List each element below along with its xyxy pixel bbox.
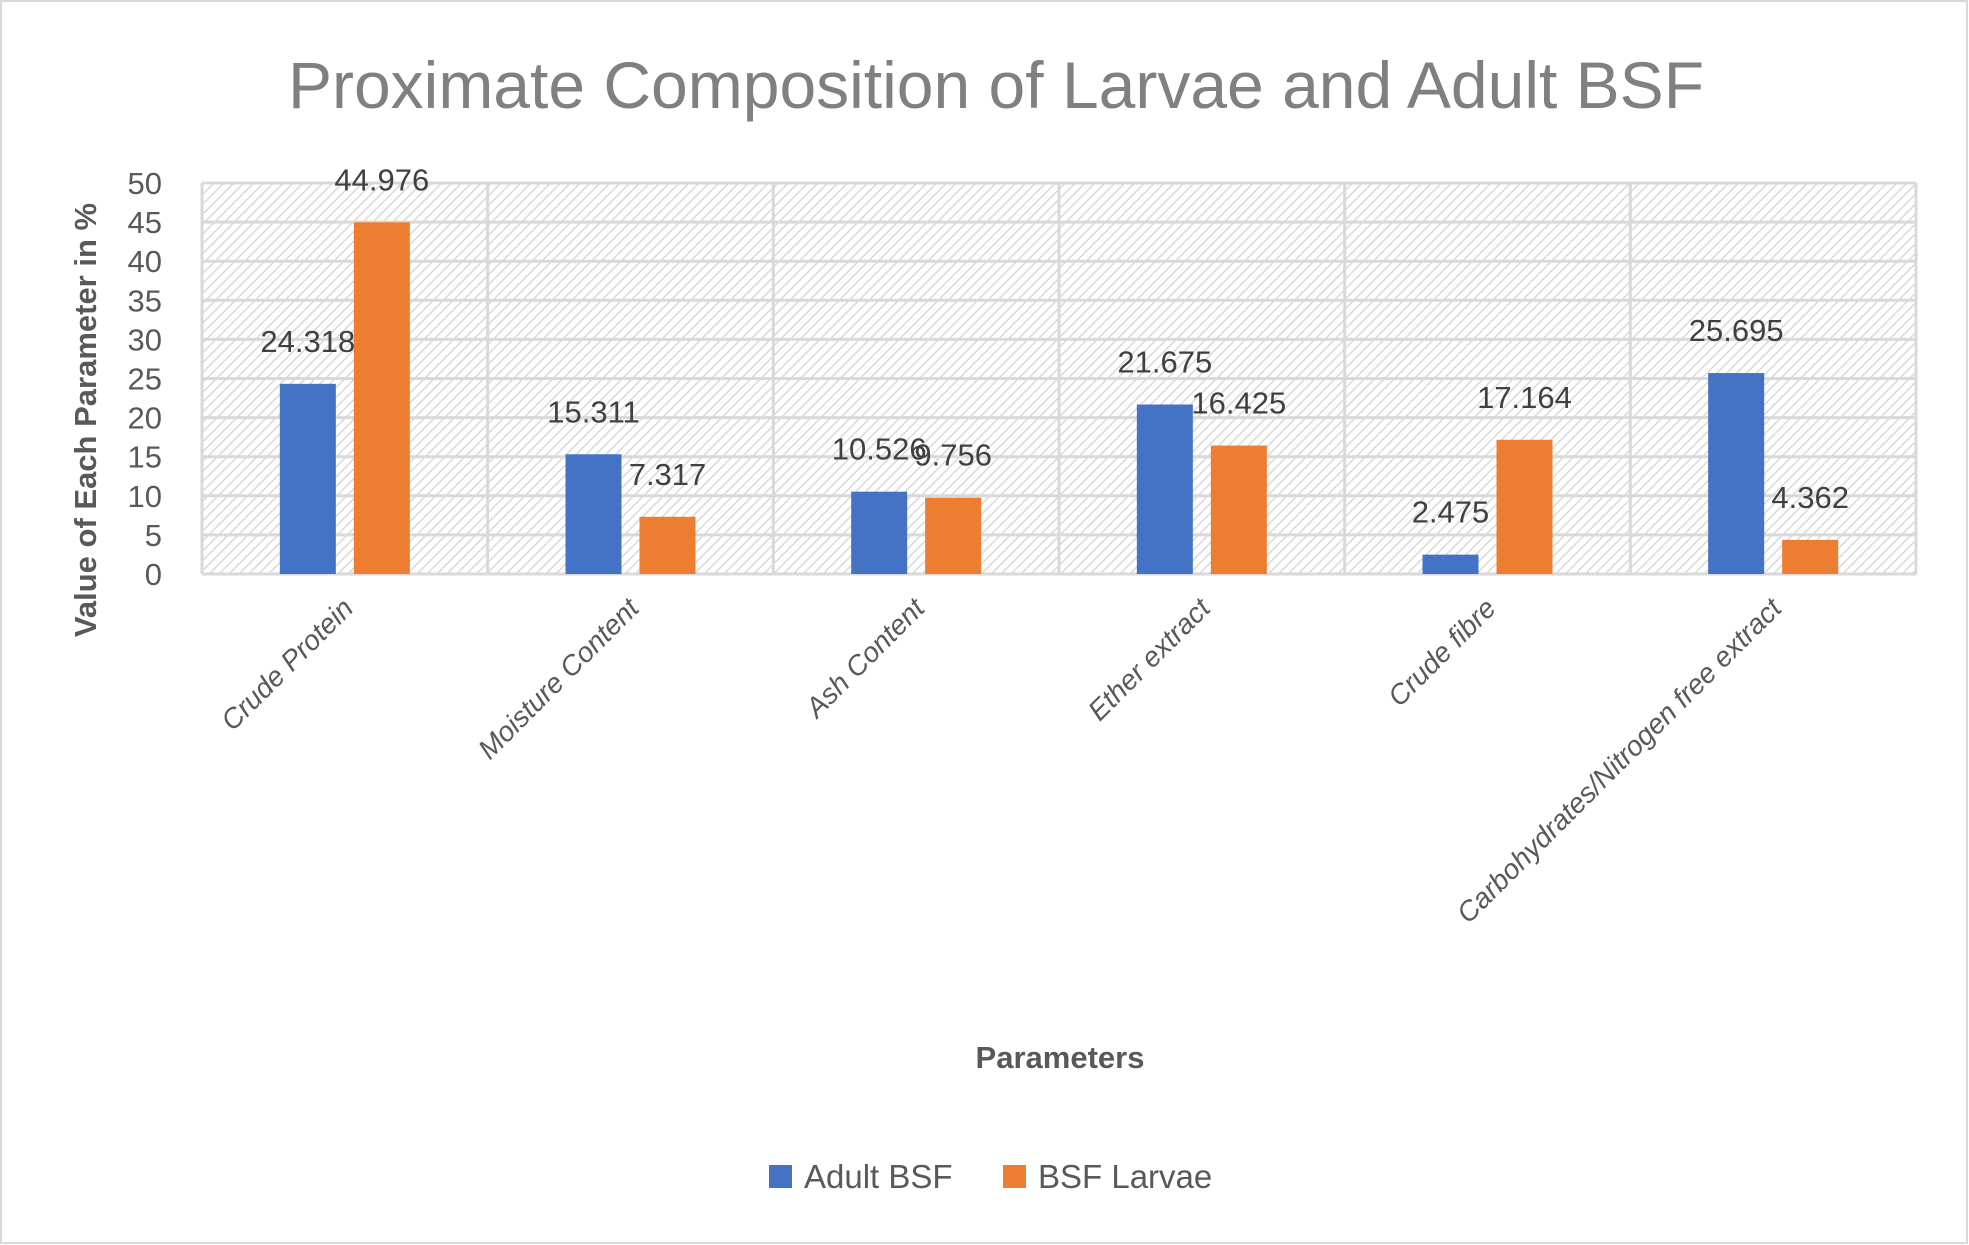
data-label-bsf-larvae-moisture-content: 7.317 [629,457,707,492]
legend: Adult BSF BSF Larvae [769,1158,1212,1195]
bar-adult-bsf-carbohydrates-nitrogen-free-extract[interactable] [1708,373,1765,574]
chart-title: Proximate Composition of Larvae and Adul… [288,48,1704,122]
y-tick-label-30: 30 [128,322,162,357]
y-tick-label-5: 5 [145,518,162,553]
bar-adult-bsf-moisture-content[interactable] [565,454,622,574]
y-tick-label-10: 10 [128,479,162,514]
data-label-adult-bsf-crude-fibre: 2.475 [1412,495,1490,530]
x-axis-title: Parameters [976,1040,1145,1075]
y-tick-label-40: 40 [128,244,162,279]
y-tick-label-45: 45 [128,205,162,240]
legend-swatch-bsf-larvae [1003,1165,1026,1188]
data-label-adult-bsf-ether-extract: 21.675 [1117,345,1212,380]
legend-label-adult-bsf: Adult BSF [804,1158,953,1195]
y-tick-label-50: 50 [128,166,162,201]
bar-bsf-larvae-carbohydrates-nitrogen-free-extract[interactable] [1782,539,1839,574]
data-label-bsf-larvae-ash-content: 9.756 [914,438,992,473]
y-tick-label-25: 25 [128,362,162,397]
gridlines [200,181,1918,576]
bar-adult-bsf-crude-protein[interactable] [279,383,336,574]
data-label-bsf-larvae-crude-fibre: 17.164 [1477,380,1572,415]
y-tick-label-0: 0 [145,557,162,592]
legend-item-adult-bsf[interactable]: Adult BSF [769,1158,953,1195]
bar-adult-bsf-crude-fibre[interactable] [1422,554,1479,574]
bar-bsf-larvae-crude-fibre[interactable] [1496,439,1553,574]
y-tick-label-20: 20 [128,401,162,436]
y-axis-ticks: 0 5 10 15 20 25 30 35 40 45 50 [128,166,162,592]
data-label-adult-bsf-ash-content: 10.526 [832,432,927,467]
data-label-bsf-larvae-ether-extract: 16.425 [1191,386,1286,421]
bar-bsf-larvae-ether-extract[interactable] [1210,445,1267,574]
bar-bsf-larvae-moisture-content[interactable] [639,516,696,574]
legend-item-bsf-larvae[interactable]: BSF Larvae [1003,1158,1212,1195]
bar-adult-bsf-ash-content[interactable] [851,491,908,574]
bar-bsf-larvae-crude-protein[interactable] [353,222,410,575]
bar-bsf-larvae-ash-content[interactable] [925,497,982,574]
y-axis-title: Value of Each Parameter in % [68,203,103,637]
legend-swatch-adult-bsf [769,1165,792,1188]
data-label-adult-bsf-crude-protein: 24.318 [260,324,355,359]
data-label-bsf-larvae-carbohydrates-nitrogen-free-extract: 4.362 [1771,480,1849,515]
y-tick-label-35: 35 [128,283,162,318]
data-label-adult-bsf-carbohydrates-nitrogen-free-extract: 25.695 [1689,313,1784,348]
bars [279,222,1839,575]
data-label-bsf-larvae-crude-protein: 44.976 [334,162,429,197]
bar-adult-bsf-ether-extract[interactable] [1136,404,1193,574]
legend-label-bsf-larvae: BSF Larvae [1038,1158,1212,1195]
data-label-adult-bsf-moisture-content: 15.311 [547,394,640,429]
y-tick-label-15: 15 [128,440,162,475]
